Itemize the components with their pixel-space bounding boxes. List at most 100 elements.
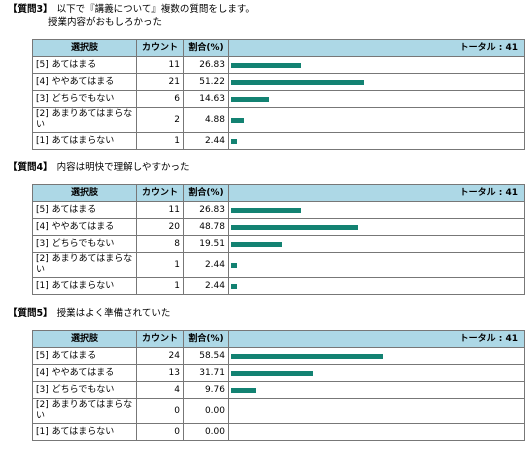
bar-cell <box>228 423 525 441</box>
table-row: [3] どちらでもない 6 14.63 <box>32 90 525 108</box>
table-row: [3] どちらでもない 8 19.51 <box>32 235 525 253</box>
table-row: [4] ややあてはまる 13 31.71 <box>32 364 525 382</box>
table-row: [5] あてはまる 24 58.54 <box>32 347 525 365</box>
ratio-header: 割合(%) <box>183 184 229 202</box>
total-value: 41 <box>505 187 518 198</box>
choice-label: [3] どちらでもない <box>32 381 137 399</box>
percentage-bar <box>231 96 269 102</box>
choice-label: [1] あてはまらない <box>32 277 137 295</box>
choice-label: [3] どちらでもない <box>32 235 137 253</box>
results-table-q5: 選択肢 カウント 割合(%) トータル : 41 [5] あてはまる 24 58.54 [4]… <box>32 330 525 441</box>
ratio-cell: 9.76 <box>183 381 229 399</box>
ratio-cell: 48.78 <box>183 218 229 236</box>
table-row: [1] あてはまらない 1 2.44 <box>32 277 525 295</box>
table-row: [1] あてはまらない 0 0.00 <box>32 423 525 441</box>
count-cell: 24 <box>136 347 184 365</box>
count-header: カウント <box>136 330 184 348</box>
count-cell: 8 <box>136 235 184 253</box>
ratio-header: 割合(%) <box>183 330 229 348</box>
ratio-cell: 31.71 <box>183 364 229 382</box>
question-id: 【質問3】 <box>8 4 53 15</box>
bar-cell <box>228 381 525 399</box>
ratio-cell: 2.44 <box>183 132 229 150</box>
choice-label: [5] あてはまる <box>32 347 137 365</box>
percentage-bar <box>231 353 383 359</box>
total-header: トータル : 41 <box>228 39 525 57</box>
count-cell: 0 <box>136 398 184 424</box>
question-4-heading: 【質問4】 内容は明快で理解しやすかった <box>8 162 190 174</box>
table-row: [4] ややあてはまる 21 51.22 <box>32 73 525 91</box>
total-label: トータル : <box>459 333 506 344</box>
count-cell: 1 <box>136 277 184 295</box>
count-cell: 6 <box>136 90 184 108</box>
ratio-cell: 14.63 <box>183 90 229 108</box>
ratio-cell: 19.51 <box>183 235 229 253</box>
count-cell: 1 <box>136 252 184 278</box>
choice-label: [2] あまりあてはまらない <box>32 252 137 278</box>
percentage-bar <box>231 224 358 230</box>
count-header: カウント <box>136 39 184 57</box>
choice-label: [2] あまりあてはまらない <box>32 107 137 133</box>
bar-cell <box>228 252 525 278</box>
percentage-bar <box>231 138 237 144</box>
question-3-heading: 【質問3】 以下で『講義について』複数の質問をします。 <box>8 4 255 16</box>
total-header: トータル : 41 <box>228 330 525 348</box>
question-text: 内容は明快で理解しやすかった <box>56 162 190 173</box>
choice-label: [4] ややあてはまる <box>32 364 137 382</box>
bar-cell <box>228 73 525 91</box>
bar-cell <box>228 90 525 108</box>
percentage-bar <box>231 207 301 213</box>
table-row: [2] あまりあてはまらない 1 2.44 <box>32 252 525 278</box>
bar-cell <box>228 56 525 74</box>
count-header: カウント <box>136 184 184 202</box>
count-cell: 2 <box>136 107 184 133</box>
bar-cell <box>228 347 525 365</box>
bar-cell <box>228 398 525 424</box>
bar-cell <box>228 107 525 133</box>
percentage-bar <box>231 62 301 68</box>
choice-label: [3] どちらでもない <box>32 90 137 108</box>
table-row: [4] ややあてはまる 20 48.78 <box>32 218 525 236</box>
ratio-cell: 58.54 <box>183 347 229 365</box>
table-row: [2] あまりあてはまらない 2 4.88 <box>32 107 525 133</box>
count-cell: 11 <box>136 201 184 219</box>
table-row: [5] あてはまる 11 26.83 <box>32 201 525 219</box>
question-text: 以下で『講義について』複数の質問をします。 <box>56 4 255 15</box>
table-header-row: 選択肢 カウント 割合(%) トータル : 41 <box>32 184 525 202</box>
ratio-cell: 4.88 <box>183 107 229 133</box>
percentage-bar <box>231 262 237 268</box>
ratio-cell: 2.44 <box>183 252 229 278</box>
ratio-cell: 0.00 <box>183 423 229 441</box>
table-row: [2] あまりあてはまらない 0 0.00 <box>32 398 525 424</box>
bar-cell <box>228 132 525 150</box>
count-cell: 21 <box>136 73 184 91</box>
ratio-cell: 2.44 <box>183 277 229 295</box>
percentage-bar <box>231 387 256 393</box>
percentage-bar <box>231 79 364 85</box>
choice-label: [5] あてはまる <box>32 56 137 74</box>
question-3-subtext: 授業内容がおもしろかった <box>48 17 163 28</box>
choice-header: 選択肢 <box>32 330 137 348</box>
percentage-bar <box>231 370 313 376</box>
table-row: [5] あてはまる 11 26.83 <box>32 56 525 74</box>
ratio-cell: 51.22 <box>183 73 229 91</box>
bar-cell <box>228 277 525 295</box>
choice-label: [2] あまりあてはまらない <box>32 398 137 424</box>
results-table-q4: 選択肢 カウント 割合(%) トータル : 41 [5] あてはまる 11 26.83 [4]… <box>32 184 525 295</box>
choice-label: [1] あてはまらない <box>32 132 137 150</box>
choice-label: [4] ややあてはまる <box>32 218 137 236</box>
total-label: トータル : <box>459 187 506 198</box>
ratio-cell: 0.00 <box>183 398 229 424</box>
total-header: トータル : 41 <box>228 184 525 202</box>
count-cell: 20 <box>136 218 184 236</box>
question-5-heading: 【質問5】 授業はよく準備されていた <box>8 308 170 320</box>
count-cell: 0 <box>136 423 184 441</box>
ratio-header: 割合(%) <box>183 39 229 57</box>
choice-label: [5] あてはまる <box>32 201 137 219</box>
choice-label: [1] あてはまらない <box>32 423 137 441</box>
bar-cell <box>228 201 525 219</box>
choice-header: 選択肢 <box>32 184 137 202</box>
choice-header: 選択肢 <box>32 39 137 57</box>
count-cell: 11 <box>136 56 184 74</box>
count-cell: 13 <box>136 364 184 382</box>
